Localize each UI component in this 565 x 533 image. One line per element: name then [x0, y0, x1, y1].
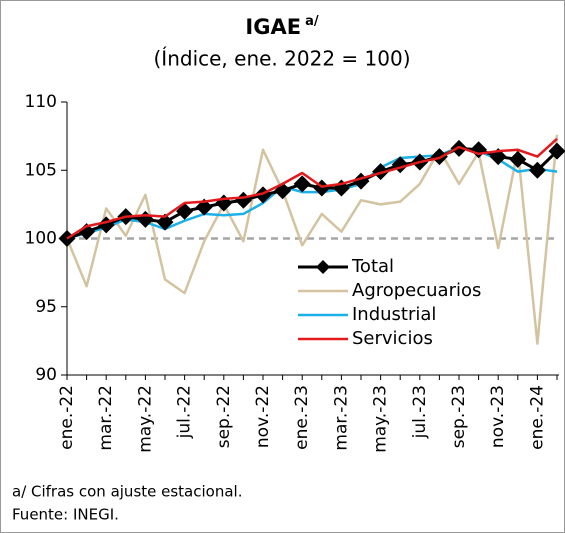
footnote: a/ Cifras con ajuste estacional.: [12, 483, 242, 501]
x-tick-label: may.-23: [371, 385, 391, 453]
marker: [548, 142, 565, 160]
y-tick-label: 110: [25, 92, 57, 112]
y-tick-label: 90: [35, 365, 57, 385]
x-tick-label: mar.-23: [331, 385, 351, 451]
x-tick-label: nov.-22: [253, 385, 273, 448]
title-text: IGAE: [245, 15, 301, 39]
x-tick-label: mar.-22: [96, 385, 116, 451]
marker: [372, 163, 390, 181]
x-tick-label: ene.-23: [292, 385, 312, 450]
title-note: a/: [305, 14, 319, 29]
legend-label: Servicios: [352, 328, 433, 349]
x-tick-label: ene.-24: [527, 385, 547, 450]
y-tick-label: 105: [25, 160, 57, 180]
subtitle: (Índice, ene. 2022 = 100): [154, 47, 411, 71]
legend-label: Total: [351, 256, 394, 277]
chart-title: IGAE a/: [245, 14, 318, 40]
x-tick-label: jul.-22: [175, 385, 195, 439]
legend-label: Agropecuarios: [352, 280, 481, 301]
legend-marker: [316, 260, 330, 274]
y-tick-label: 95: [35, 297, 57, 317]
y-tick-label: 100: [25, 229, 57, 249]
marker: [293, 175, 311, 193]
x-tick-label: sep.-23: [449, 385, 469, 448]
footnote: Fuente: INEGI.: [12, 506, 119, 524]
x-tick-label: sep.-22: [214, 385, 234, 448]
marker: [156, 213, 174, 231]
series-line: [65, 134, 559, 345]
marker: [509, 150, 527, 168]
series-line: [66, 137, 558, 240]
x-tick-label: nov.-23: [488, 385, 508, 448]
x-tick-label: ene.-22: [57, 385, 77, 450]
legend-label: Industrial: [352, 304, 436, 325]
marker: [528, 161, 546, 179]
x-tick-label: jul.-23: [410, 385, 430, 439]
x-tick-label: may.-22: [135, 385, 155, 453]
